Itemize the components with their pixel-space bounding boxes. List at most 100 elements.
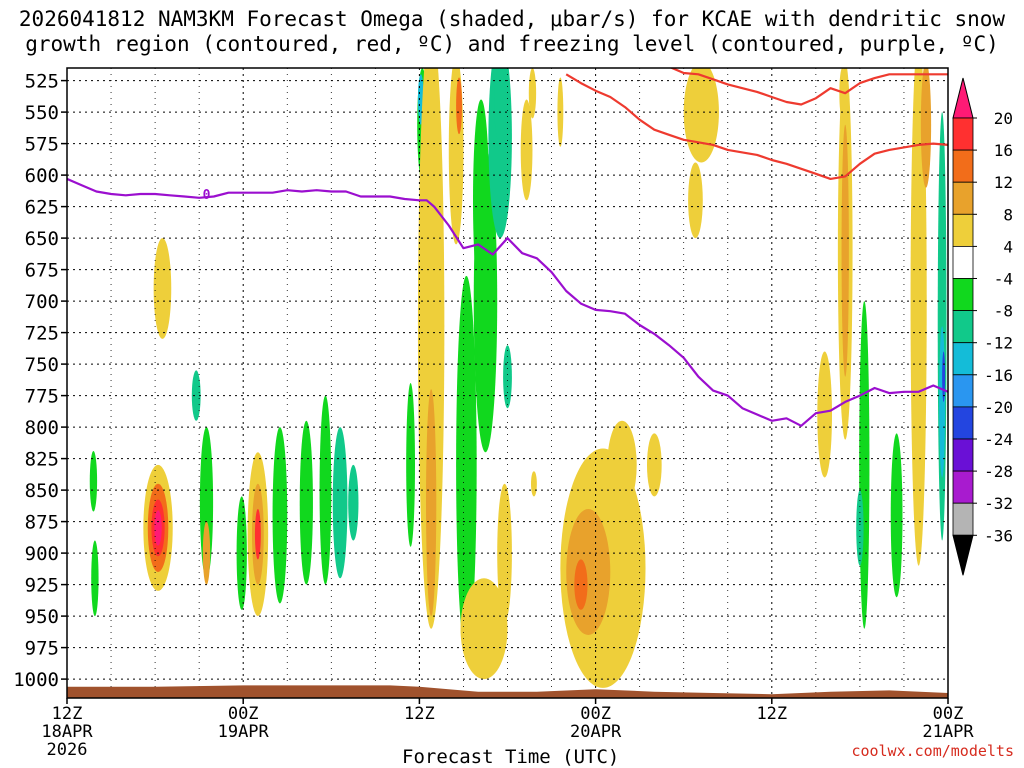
- omega-cell: [89, 451, 98, 512]
- x-tick-label: 12Z: [404, 704, 435, 724]
- colorbar-label: 12: [994, 173, 1013, 192]
- y-tick-label: 625: [25, 197, 59, 219]
- x-tick-label: 12Z: [756, 704, 787, 724]
- omega-cell: [920, 68, 932, 188]
- y-tick-label: 950: [25, 606, 59, 628]
- y-tick-label: 825: [25, 449, 59, 471]
- omega-cell: [607, 420, 637, 509]
- omega-cell: [348, 464, 359, 541]
- colorbar-bin: [952, 342, 974, 376]
- y-tick-label: 800: [25, 417, 59, 439]
- omega-cell: [456, 77, 462, 135]
- terrain-surface: [67, 685, 948, 698]
- colorbar-top-arrow: [952, 77, 974, 119]
- y-tick-label: 900: [25, 543, 59, 565]
- pressure-axis: 525 550 575 600 625 650 675 700 725 750 775 800 825 8…: [13, 71, 67, 691]
- plot-frame: [66, 67, 949, 699]
- omega-cell: [406, 383, 415, 547]
- colorbar-bin: [952, 149, 974, 183]
- omega-cell: [939, 326, 946, 478]
- y-tick-label: 1000: [13, 669, 59, 691]
- omega-cell: [683, 68, 719, 163]
- colorbar-label: 16: [994, 141, 1013, 160]
- x-tick-label: 21APR: [922, 722, 974, 742]
- x-tick-label: 2026: [47, 740, 88, 760]
- y-tick-label: 975: [25, 638, 59, 660]
- site-credit[interactable]: coolwx.com/modelts: [851, 742, 1014, 760]
- omega-cell: [841, 124, 849, 377]
- colorbar-label: -24: [984, 430, 1013, 449]
- omega-cell: [91, 540, 99, 617]
- omega-cell: [859, 301, 870, 629]
- omega-cell: [646, 433, 662, 497]
- omega-cell: [254, 509, 261, 560]
- omega-cell: [530, 471, 537, 497]
- omega-shading: [89, 68, 947, 688]
- omega-cell: [299, 420, 313, 585]
- y-tick-label: 725: [25, 323, 59, 345]
- colorbar-label: -4: [994, 270, 1013, 289]
- dgz-lower-line: [565, 73, 948, 180]
- colorbar-bin: [952, 117, 974, 151]
- chart-title-line-2: growth region (contoured, red, ºC) and f…: [25, 32, 999, 56]
- x-axis-title: Forecast Time (UTC): [402, 746, 620, 768]
- y-tick-label: 600: [25, 165, 59, 187]
- colorbar-label: -36: [984, 526, 1013, 545]
- x-tick-label: 20APR: [570, 722, 622, 742]
- colorbar-bottom-arrow: [952, 534, 974, 576]
- x-tick-label: 18APR: [41, 722, 93, 742]
- omega-cell: [688, 162, 703, 239]
- omega-cell: [332, 427, 348, 579]
- omega-cell: [494, 68, 507, 144]
- y-tick-label: 650: [25, 228, 59, 250]
- omega-cell: [503, 345, 512, 409]
- omega-cell: [473, 149, 498, 453]
- y-tick-label: 575: [25, 134, 59, 156]
- omega-cell: [528, 68, 537, 119]
- colorbar-label: -8: [994, 302, 1013, 321]
- colorbar-bin: [952, 374, 974, 408]
- omega-cell: [191, 370, 201, 421]
- colorbar-label: -16: [984, 366, 1013, 385]
- y-tick-label: 775: [25, 386, 59, 408]
- omega-cell: [448, 68, 464, 245]
- colorbar-label: -32: [984, 494, 1013, 513]
- omega-cell: [153, 238, 172, 339]
- y-tick-label: 875: [25, 512, 59, 534]
- omega-cell: [417, 68, 445, 629]
- y-tick-label: 700: [25, 291, 59, 313]
- omega-cell: [890, 433, 903, 598]
- y-tick-label: 750: [25, 354, 59, 376]
- contour-lines: 0: [67, 68, 948, 427]
- omega-cell: [910, 68, 927, 566]
- colorbar-label: -20: [984, 398, 1013, 417]
- colorbar-label: 20: [994, 109, 1013, 128]
- omega-cell: [456, 275, 477, 654]
- omega-cell: [154, 510, 162, 546]
- colorbar-bin: [952, 502, 974, 536]
- freezing-level-line: [67, 177, 948, 427]
- x-tick-label: 00Z: [228, 704, 259, 724]
- omega-cell: [426, 389, 437, 617]
- x-tick-label: 00Z: [580, 704, 611, 724]
- colorbar-bin: [952, 470, 974, 504]
- colorbar-label: 8: [1003, 205, 1013, 224]
- colorbar-bin: [952, 438, 974, 472]
- omega-cell: [942, 351, 946, 402]
- colorbar-bin: [952, 181, 974, 215]
- y-tick-label: 925: [25, 575, 59, 597]
- y-tick-label: 850: [25, 480, 59, 502]
- colorbar-bin: [952, 245, 974, 279]
- omega-cell: [497, 483, 512, 623]
- x-tick-label: 00Z: [933, 704, 964, 724]
- omega-cell: [574, 559, 588, 610]
- y-tick-label: 550: [25, 102, 59, 124]
- omega-cell: [488, 68, 512, 239]
- x-tick-label: 19APR: [218, 722, 270, 742]
- omega-cell: [460, 578, 508, 680]
- omega-cell: [856, 490, 864, 566]
- y-tick-label: 675: [25, 260, 59, 282]
- terrain-fill: [67, 685, 948, 698]
